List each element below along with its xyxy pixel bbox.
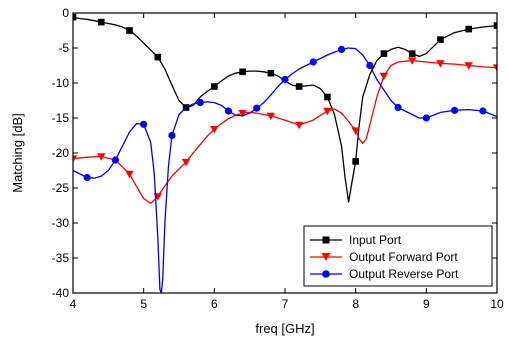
legend-marker-output-forward-port: [321, 253, 331, 261]
series-marker-output-reverse-port: [168, 131, 176, 140]
y-tick-label: -20: [52, 146, 70, 160]
y-tick-label: -5: [58, 41, 69, 55]
series-marker-input-port: [239, 68, 246, 76]
series-line-input-port: [73, 16, 497, 203]
series-marker-output-reverse-port: [394, 103, 402, 112]
series-marker-input-port: [437, 36, 444, 43]
series-marker-output-forward-port: [464, 62, 473, 70]
x-tick-label: 10: [490, 297, 504, 311]
series-marker-input-port: [408, 50, 416, 57]
y-tick-label: -35: [52, 251, 70, 265]
y-axis-label: Matching [dB]: [10, 113, 25, 193]
series-marker-input-port: [211, 83, 218, 90]
y-tick-label: 0: [62, 6, 69, 20]
series-marker-output-forward-port: [210, 126, 219, 134]
x-tick-label: 4: [70, 297, 77, 311]
series-marker-input-port: [126, 27, 133, 34]
series-marker-output-reverse-port: [337, 45, 346, 54]
series-marker-output-forward-port: [492, 64, 497, 72]
series-marker-input-port: [154, 53, 162, 61]
series-marker-input-port: [267, 69, 275, 77]
y-tick-label: -10: [52, 76, 70, 90]
x-axis-label: freq [GHz]: [255, 321, 314, 336]
series-marker-output-forward-port: [73, 155, 78, 163]
legend-marker-input-port: [322, 236, 330, 244]
x-tick-label: 5: [140, 297, 147, 311]
series-marker-input-port: [352, 158, 359, 165]
legend-label-output-forward-port: Output Forward Port: [349, 250, 458, 264]
legend-entry-input-port: Input Port: [310, 233, 402, 247]
y-tick-label: -25: [52, 181, 70, 195]
series-marker-output-reverse-port: [253, 104, 261, 112]
series-marker-output-forward-port: [436, 60, 445, 68]
series-marker-output-forward-port: [97, 153, 106, 161]
series-marker-output-forward-port: [408, 57, 417, 65]
series-marker-input-port: [380, 50, 388, 57]
series-marker-input-port: [97, 18, 105, 26]
series-marker-output-reverse-port: [224, 107, 233, 115]
series-marker-output-forward-port: [238, 109, 247, 118]
y-tick-label: -30: [52, 216, 70, 230]
series-marker-output-forward-port: [266, 112, 276, 121]
series-marker-output-reverse-port: [309, 58, 317, 66]
series-marker-input-port: [324, 93, 331, 101]
axis-ticks: 4 5 6 7 8 9 10 0 -5 -10 -15 -20 -25 -30 -35 -40: [52, 6, 504, 311]
legend: Input Port Output Forward Port Output Re…: [303, 225, 493, 287]
legend-box: [303, 225, 493, 287]
series-marker-output-reverse-port: [422, 114, 430, 122]
y-tick-label: -40: [52, 286, 70, 300]
series-layer: [73, 13, 497, 293]
legend-label-input-port: Input Port: [349, 233, 402, 247]
legend-marker-output-reverse-port: [322, 270, 330, 278]
series-marker-output-reverse-port: [451, 106, 459, 114]
x-tick-label: 8: [352, 297, 359, 311]
x-tick-label: 9: [423, 297, 430, 311]
series-marker-output-reverse-port: [83, 173, 91, 182]
legend-entry-output-reverse-port: Output Reverse Port: [310, 267, 459, 281]
series-marker-output-reverse-port: [479, 107, 487, 115]
series-marker-input-port: [493, 22, 497, 29]
x-tick-label: 6: [211, 297, 218, 311]
series-marker-output-forward-port: [323, 107, 332, 116]
series-marker-output-reverse-port: [366, 61, 374, 70]
series-marker-input-port: [465, 25, 473, 33]
series-marker-input-port: [73, 13, 77, 21]
series-input-port: [73, 13, 497, 203]
series-marker-output-reverse-port: [281, 75, 289, 84]
legend-label-output-reverse-port: Output Reverse Port: [349, 267, 459, 281]
series-marker-output-forward-port: [181, 158, 191, 167]
series-marker-output-forward-port: [351, 127, 360, 135]
y-tick-label: -15: [52, 111, 70, 125]
series-output-reverse-port: [73, 45, 497, 293]
series-marker-output-reverse-port: [196, 99, 204, 107]
series-marker-output-reverse-port: [140, 120, 148, 128]
series-marker-output-reverse-port: [111, 156, 119, 164]
series-marker-output-forward-port: [125, 170, 134, 179]
series-marker-output-forward-port: [379, 72, 389, 81]
series-marker-input-port: [295, 83, 303, 90]
x-tick-label: 7: [282, 297, 289, 311]
series-marker-output-forward-port: [294, 121, 304, 130]
legend-entry-output-forward-port: Output Forward Port: [310, 250, 458, 264]
